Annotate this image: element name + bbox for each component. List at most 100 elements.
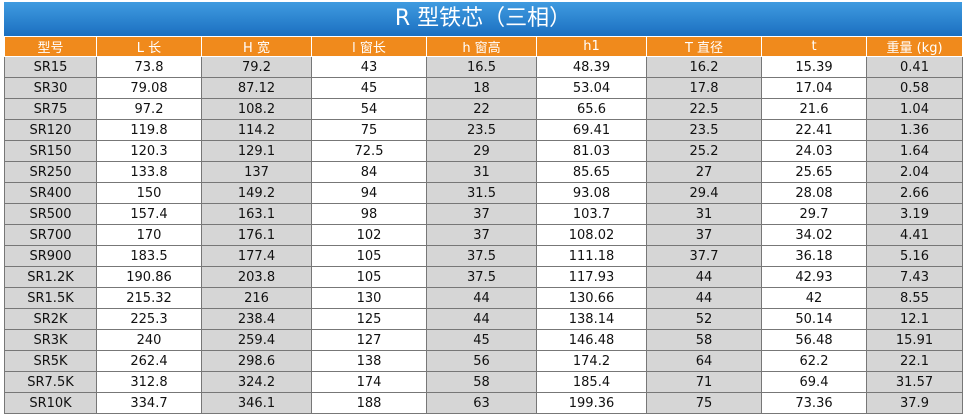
table-row: SR700 170 176.1 102 37 108.02 37 34.02 4.41 xyxy=(4,224,963,246)
header-cell: T 直径 xyxy=(646,36,762,57)
table-cell: SR15 xyxy=(4,56,97,78)
table-cell: SR1.2K xyxy=(4,266,97,288)
table-cell: SR700 xyxy=(4,224,97,246)
table-row: SR500 157.4 163.1 98 37 103.7 31 29.7 3.19 xyxy=(4,203,963,225)
table-cell: SR5K xyxy=(4,350,97,372)
table-cell: 42.93 xyxy=(761,266,867,288)
table-cell: 31.5 xyxy=(426,182,537,204)
table-cell: SR3K xyxy=(4,329,97,351)
table-row: SR3K 240 259.4 127 45 146.48 58 56.48 15.91 xyxy=(4,329,963,351)
table-cell: 8.55 xyxy=(866,287,963,309)
table-cell: 37 xyxy=(426,224,537,246)
table-cell: 2.04 xyxy=(866,161,963,183)
table-cell: 98 xyxy=(311,203,427,225)
table-cell: 15.39 xyxy=(761,56,867,78)
table-cell: 174 xyxy=(311,371,427,393)
table-cell: 216 xyxy=(201,287,312,309)
table-cell: 43 xyxy=(311,56,427,78)
table-cell: 176.1 xyxy=(201,224,312,246)
table-cell: 105 xyxy=(311,245,427,267)
table-cell: 25.65 xyxy=(761,161,867,183)
table-cell: 203.8 xyxy=(201,266,312,288)
table-cell: 58 xyxy=(646,329,762,351)
table-cell: 119.8 xyxy=(96,119,202,141)
table-cell: 199.36 xyxy=(536,392,647,414)
table-cell: 15.91 xyxy=(866,329,963,351)
table-cell: 29.4 xyxy=(646,182,762,204)
table-row: SR250 133.8 137 84 31 85.65 27 25.65 2.04 xyxy=(4,161,963,183)
table-cell: SR150 xyxy=(4,140,97,162)
table-cell: 93.08 xyxy=(536,182,647,204)
table-cell: 157.4 xyxy=(96,203,202,225)
table-cell: 64 xyxy=(646,350,762,372)
table-cell: 37.5 xyxy=(426,245,537,267)
table-cell: 37.9 xyxy=(866,392,963,414)
table-row: SR1.5K 215.32 216 130 44 130.66 44 42 8.55 xyxy=(4,287,963,309)
table-cell: SR900 xyxy=(4,245,97,267)
table-cell: 31 xyxy=(426,161,537,183)
table-cell: 72.5 xyxy=(311,140,427,162)
table-row: SR400 150 149.2 94 31.5 93.08 29.4 28.08 2.66 xyxy=(4,182,963,204)
table-cell: 79.2 xyxy=(201,56,312,78)
table-cell: 1.64 xyxy=(866,140,963,162)
table-cell: 97.2 xyxy=(96,98,202,120)
header-cell: l 窗长 xyxy=(311,36,427,57)
header-cell: 型号 xyxy=(4,36,97,57)
table-cell: 170 xyxy=(96,224,202,246)
table-cell: 22 xyxy=(426,98,537,120)
header-cell: h1 xyxy=(536,36,647,57)
table-cell: SR1.5K xyxy=(4,287,97,309)
table-cell: 324.2 xyxy=(201,371,312,393)
table-cell: 346.1 xyxy=(201,392,312,414)
table-cell: 17.8 xyxy=(646,77,762,99)
table-cell: 84 xyxy=(311,161,427,183)
table-cell: 58 xyxy=(426,371,537,393)
header-cell: L 长 xyxy=(96,36,202,57)
table-cell: SR500 xyxy=(4,203,97,225)
table-cell: 53.04 xyxy=(536,77,647,99)
table-cell: 28.08 xyxy=(761,182,867,204)
table-cell: SR7.5K xyxy=(4,371,97,393)
table-cell: 21.6 xyxy=(761,98,867,120)
table-cell: 3.19 xyxy=(866,203,963,225)
table-row: SR150 120.3 129.1 72.5 29 81.03 25.2 24.03 1.64 xyxy=(4,140,963,162)
table-cell: 69.4 xyxy=(761,371,867,393)
table-cell: 79.08 xyxy=(96,77,202,99)
table-cell: 150 xyxy=(96,182,202,204)
table-cell: 44 xyxy=(426,308,537,330)
table-row: SR2K 225.3 238.4 125 44 138.14 52 50.14 12.1 xyxy=(4,308,963,330)
table-cell: 129.1 xyxy=(201,140,312,162)
table-row: SR15 73.8 79.2 43 16.5 48.39 16.2 15.39 0.41 xyxy=(4,56,963,78)
header-cell: 重量 (kg) xyxy=(866,36,963,57)
table-row: SR900 183.5 177.4 105 37.5 111.18 37.7 36.18 5.1… xyxy=(4,245,963,267)
table-cell: 130.66 xyxy=(536,287,647,309)
table-cell: SR2K xyxy=(4,308,97,330)
table-cell: 225.3 xyxy=(96,308,202,330)
table-cell: 44 xyxy=(646,266,762,288)
table-cell: SR30 xyxy=(4,77,97,99)
table-cell: 34.02 xyxy=(761,224,867,246)
table-cell: SR250 xyxy=(4,161,97,183)
table-cell: 81.03 xyxy=(536,140,647,162)
table-cell: 37 xyxy=(646,224,762,246)
table-cell: 27 xyxy=(646,161,762,183)
table-cell: 73.8 xyxy=(96,56,202,78)
table-cell: 16.5 xyxy=(426,56,537,78)
table-cell: 36.18 xyxy=(761,245,867,267)
table-cell: SR10K xyxy=(4,392,97,414)
table-cell: 108.02 xyxy=(536,224,647,246)
table-cell: SR120 xyxy=(4,119,97,141)
table-cell: SR400 xyxy=(4,182,97,204)
table-cell: 127 xyxy=(311,329,427,351)
table-cell: 85.65 xyxy=(536,161,647,183)
table-cell: 22.41 xyxy=(761,119,867,141)
table-cell: 133.8 xyxy=(96,161,202,183)
table-cell: 31.57 xyxy=(866,371,963,393)
table-cell: 177.4 xyxy=(201,245,312,267)
table-cell: 240 xyxy=(96,329,202,351)
table-cell: 108.2 xyxy=(201,98,312,120)
table-cell: 50.14 xyxy=(761,308,867,330)
